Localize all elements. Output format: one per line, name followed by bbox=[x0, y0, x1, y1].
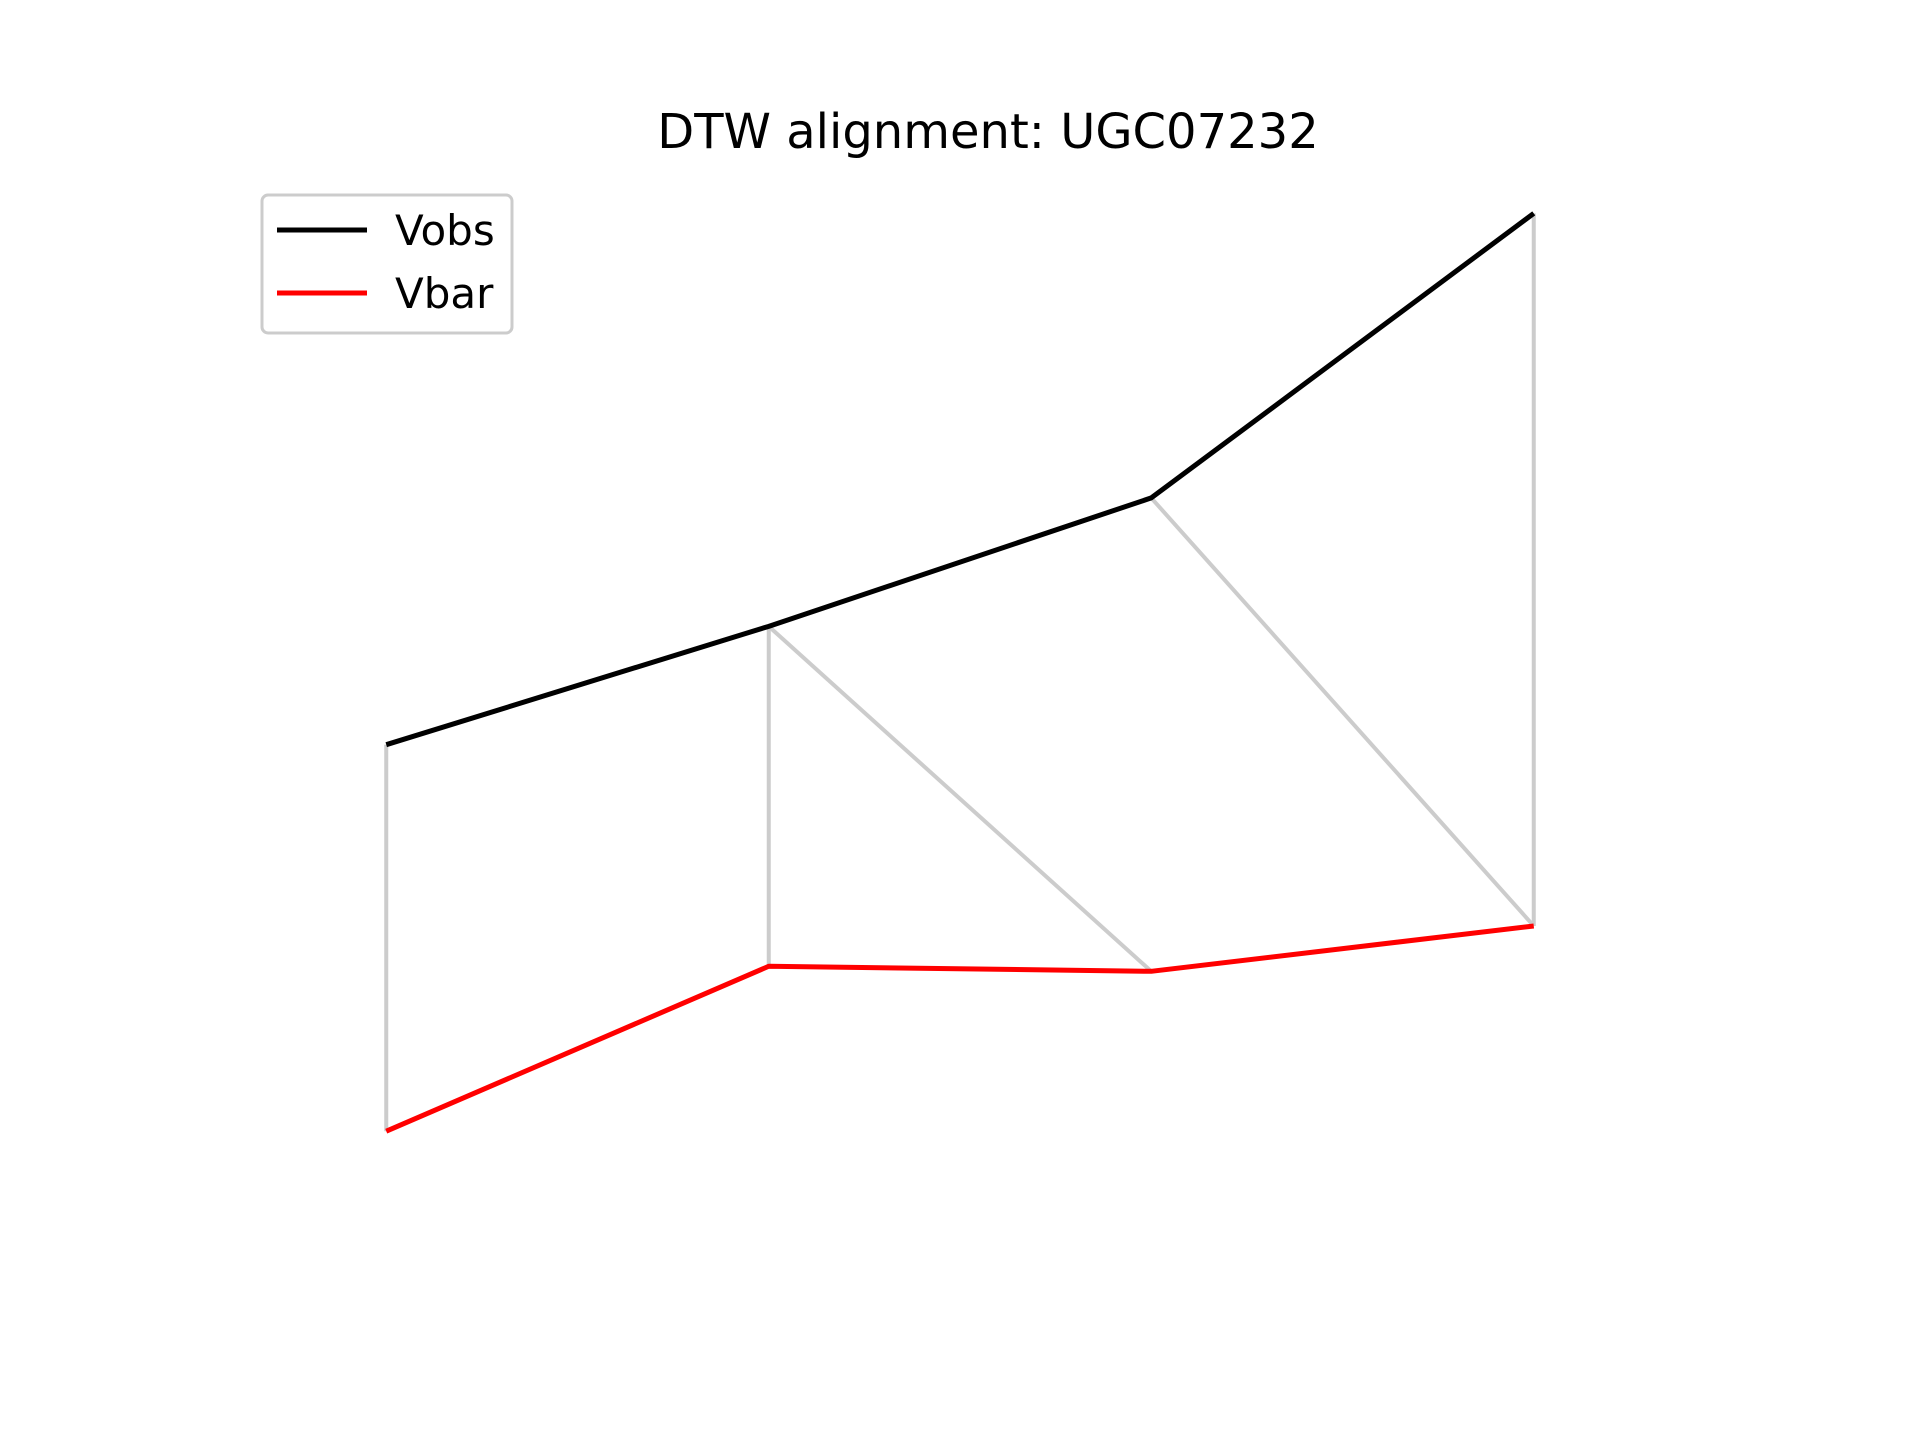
alignment-line-2 bbox=[767, 624, 1153, 973]
alignment-lines bbox=[384, 213, 1536, 1132]
series-line-vbar bbox=[385, 923, 1535, 1134]
legend: Vobs Vbar bbox=[260, 193, 514, 335]
legend-label-vbar: Vbar bbox=[395, 269, 494, 318]
legend-label-vobs: Vobs bbox=[395, 206, 495, 255]
series-lines bbox=[385, 211, 1536, 1134]
series-line-vobs bbox=[385, 211, 1536, 748]
alignment-line-3 bbox=[1149, 496, 1536, 928]
chart-title: DTW alignment: UGC07232 bbox=[657, 104, 1318, 160]
